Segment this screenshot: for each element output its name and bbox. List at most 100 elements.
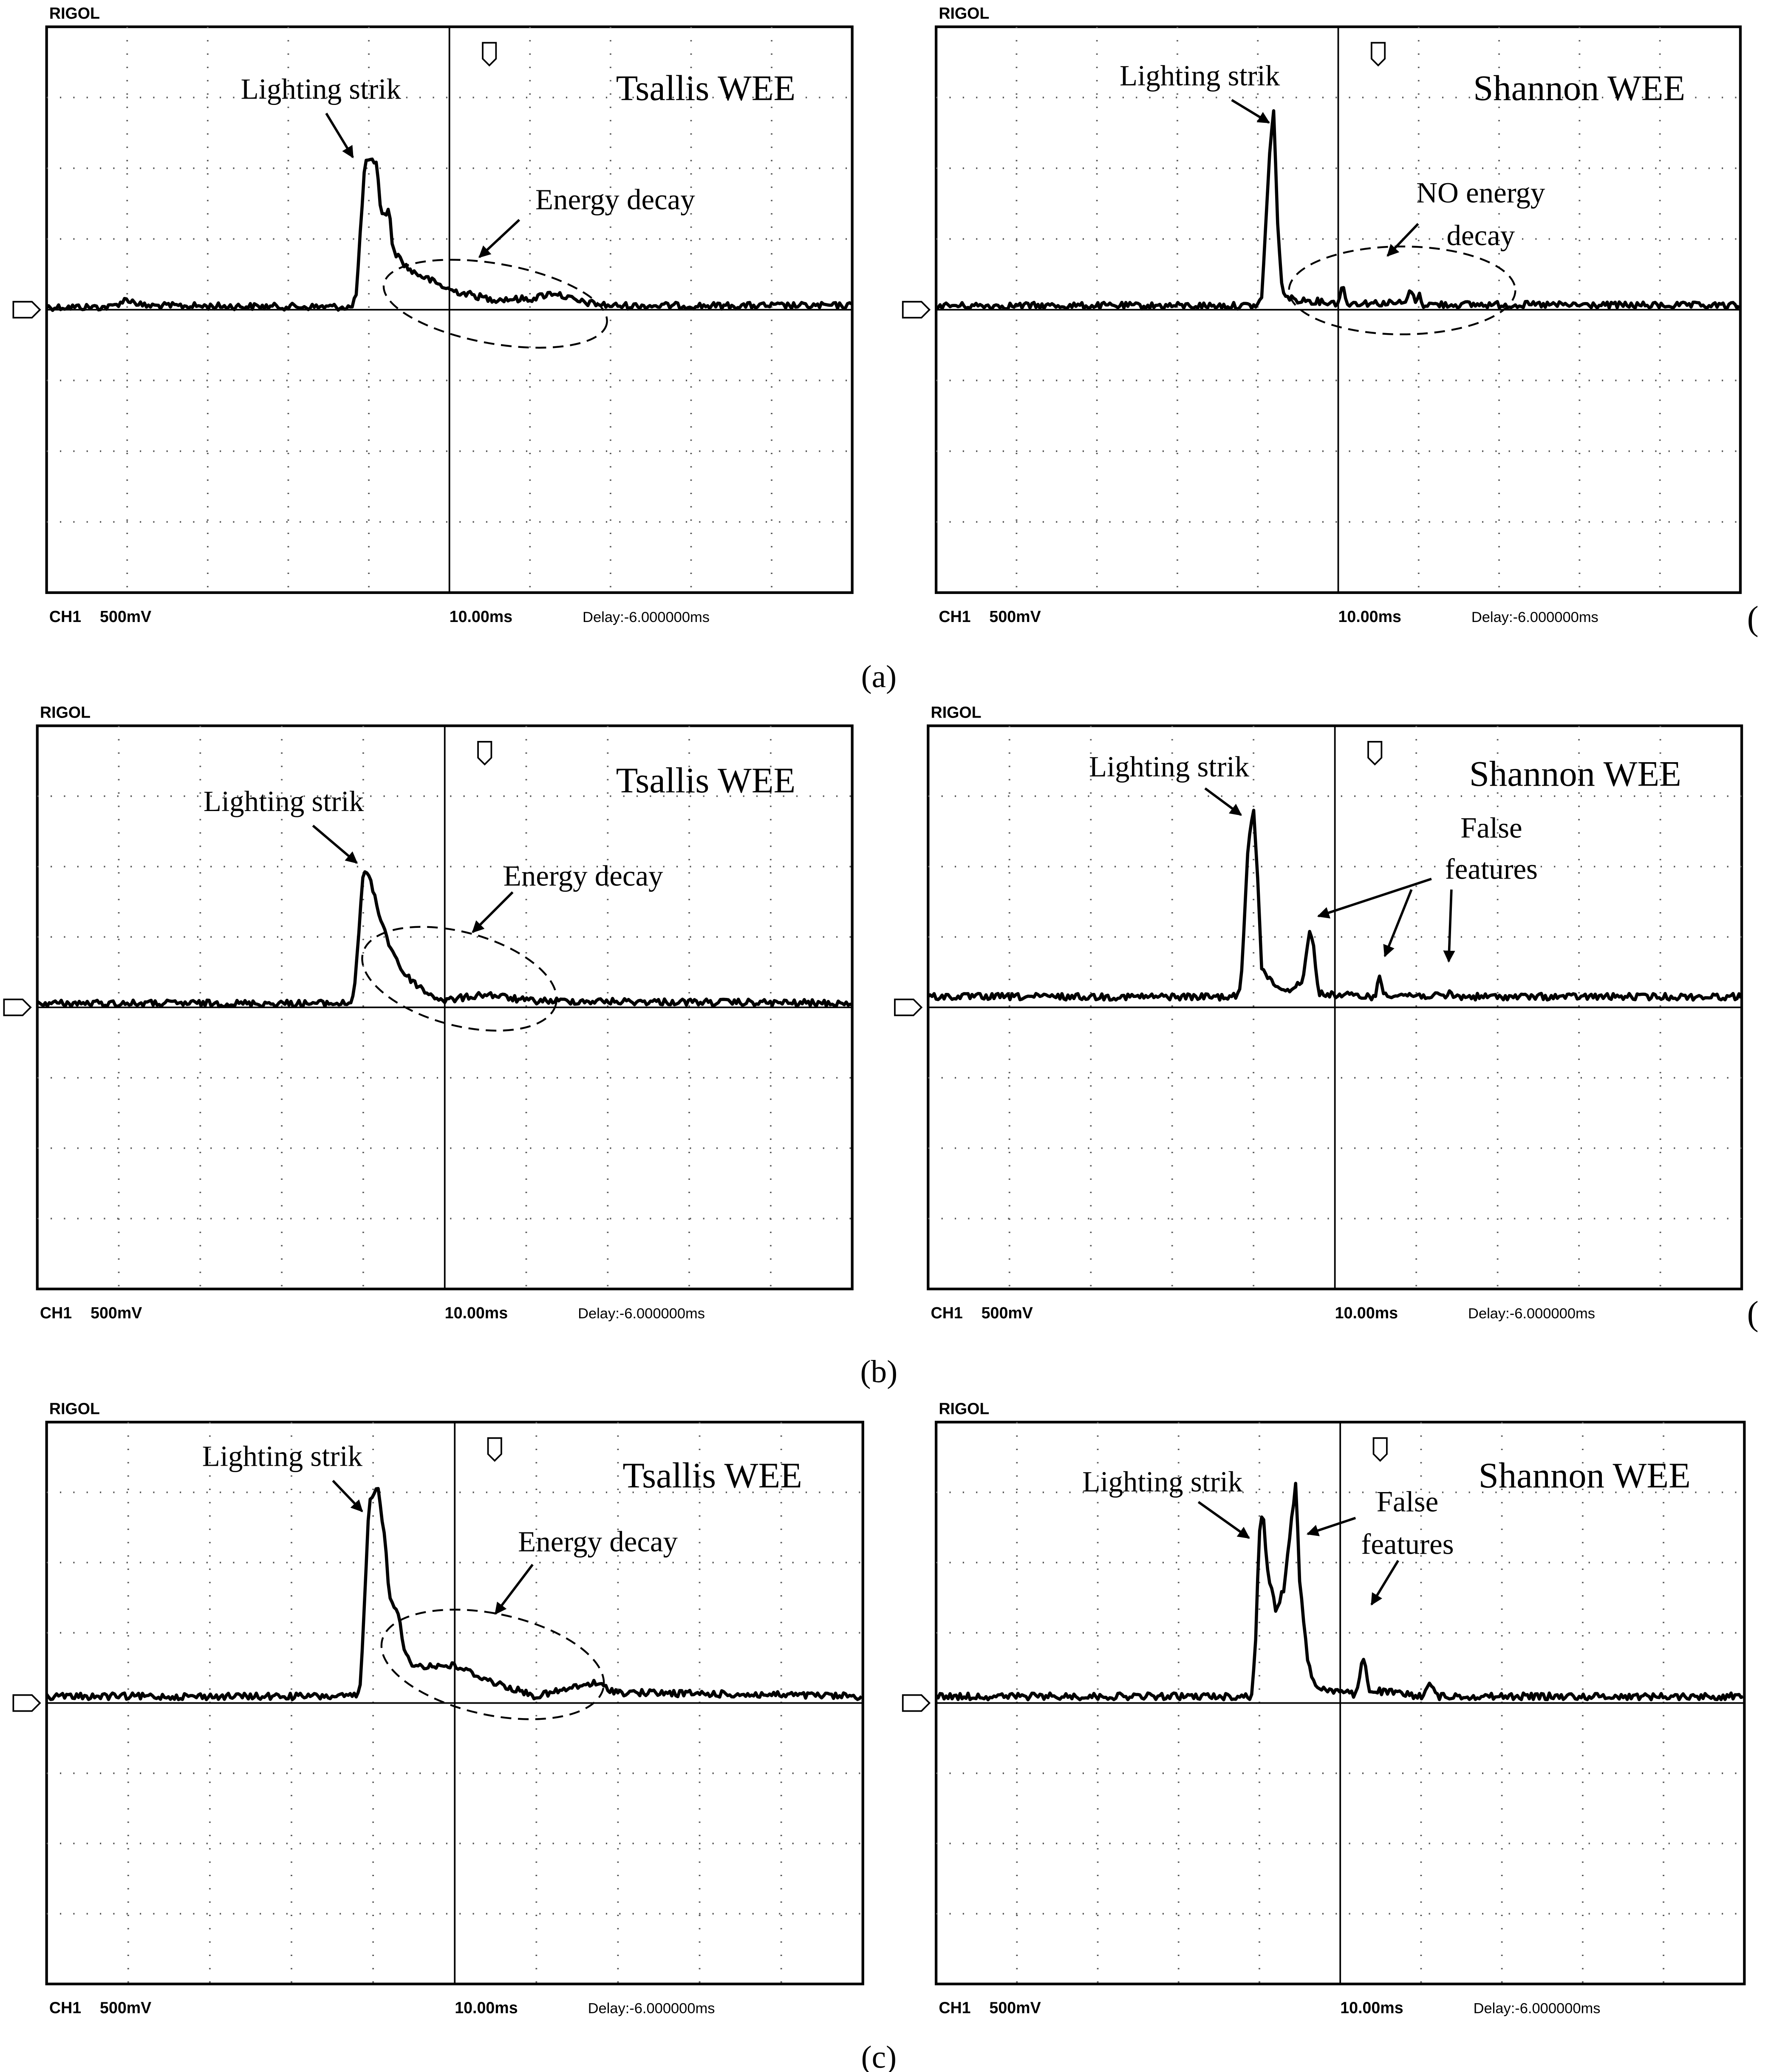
caption: (c) — [861, 2040, 897, 2072]
waveform — [45, 157, 852, 312]
scope-panel: RIGOL CH1 500mV 10.00ms Delay:-6.000000ms Sha… — [902, 1400, 1746, 2017]
delay-label: Delay:-6.000000ms — [1474, 2001, 1601, 2017]
scale-label: 500mV — [982, 1304, 1033, 1322]
channel-label: CH1 — [40, 1304, 72, 1322]
annotation: features — [1445, 853, 1538, 885]
ground-marker — [12, 1694, 41, 1712]
dashed-ellipse — [382, 259, 608, 349]
waveform — [927, 808, 1743, 1002]
timebase-label: 10.00ms — [450, 608, 512, 625]
channel-label: CH1 — [49, 608, 81, 625]
waveform — [935, 1481, 1744, 1702]
scale-label: 500mV — [989, 1999, 1041, 2017]
annotation: Lighting strik — [202, 1440, 363, 1473]
scope-panel: RIGOL CH1 500mV 10.00ms Delay:-6.000000ms Sha… — [894, 704, 1743, 1322]
panel-title: Tsallis WEE — [622, 1456, 802, 1495]
dashed-ellipse — [1288, 245, 1516, 336]
ground-marker — [902, 1694, 931, 1712]
annotation: Energy decay — [504, 859, 663, 892]
delay-label: Delay:-6.000000ms — [588, 2001, 715, 2017]
brand-label: RIGOL — [931, 704, 982, 721]
channel-label: CH1 — [939, 608, 970, 625]
arrow — [332, 1480, 363, 1512]
arrow — [312, 825, 358, 864]
ground-marker — [894, 998, 923, 1016]
arrow — [1370, 1560, 1399, 1606]
scope-panel: RIGOL CH1 500mV 10.00ms Delay:-6.000000ms Tsa… — [12, 1400, 864, 2017]
annotation: Energy decay — [518, 1525, 678, 1558]
brand-label: RIGOL — [49, 4, 100, 22]
annotation: NO energy — [1416, 177, 1545, 209]
panel-title: Shannon WEE — [1473, 68, 1685, 108]
trigger-marker — [1367, 741, 1383, 766]
scale-label: 500mV — [100, 1999, 151, 2017]
arrow — [1204, 787, 1242, 816]
caption: (a) — [861, 659, 897, 694]
edge-mark: ( — [1747, 1294, 1759, 1333]
annotation: Lighting strik — [241, 73, 402, 105]
annotation: False — [1460, 812, 1522, 844]
caption: (b) — [860, 1354, 897, 1389]
annotation: Lighting strik — [1089, 750, 1250, 783]
annotation: Lighting strik — [1120, 59, 1280, 92]
annotation: Lighting strik — [204, 785, 364, 817]
brand-label: RIGOL — [49, 1400, 100, 1418]
waveform — [45, 1487, 863, 1702]
trigger-marker — [477, 741, 492, 766]
arrow — [472, 891, 514, 933]
ground-marker — [902, 301, 931, 319]
scale-label: 500mV — [100, 608, 151, 625]
arrow — [325, 113, 354, 158]
arrow — [1386, 223, 1419, 257]
scale-label: 500mV — [91, 1304, 142, 1322]
panel-title: Tsallis WEE — [616, 761, 796, 800]
ground-marker — [12, 301, 41, 319]
delay-label: Delay:-6.000000ms — [1468, 1306, 1595, 1322]
scope-panel: RIGOL CH1 500mV 10.00ms Delay:-6.000000ms Sha… — [902, 4, 1742, 625]
delay-label: Delay:-6.000000ms — [583, 609, 710, 625]
waveform — [935, 109, 1740, 311]
timebase-label: 10.00ms — [1340, 1999, 1403, 2017]
waveform — [36, 870, 853, 1009]
scale-label: 500mV — [989, 608, 1041, 625]
brand-label: RIGOL — [939, 4, 989, 22]
annotation: Lighting strik — [1082, 1465, 1243, 1498]
trigger-marker — [1370, 42, 1386, 67]
timebase-label: 10.00ms — [445, 1304, 508, 1322]
ground-marker — [3, 998, 32, 1016]
timebase-label: 10.00ms — [1335, 1304, 1398, 1322]
brand-label: RIGOL — [939, 1400, 989, 1418]
scope-panel: RIGOL CH1 500mV 10.00ms Delay:-6.000000ms Tsa… — [3, 704, 854, 1322]
channel-label: CH1 — [931, 1304, 963, 1322]
arrow — [1383, 889, 1413, 958]
annotation: decay — [1446, 219, 1515, 252]
arrow — [1197, 1501, 1250, 1539]
delay-label: Delay:-6.000000ms — [578, 1306, 705, 1322]
timebase-label: 10.00ms — [1338, 608, 1401, 625]
arrow — [1443, 889, 1455, 963]
channel-label: CH1 — [49, 1999, 81, 2017]
annotation: features — [1361, 1528, 1454, 1560]
panel-title: Shannon WEE — [1469, 754, 1681, 794]
panel-title: Shannon WEE — [1479, 1456, 1691, 1495]
trigger-marker — [487, 1437, 502, 1462]
arrow — [1317, 878, 1432, 919]
arrow — [1306, 1517, 1356, 1536]
dashed-ellipse — [380, 1608, 605, 1720]
scope-panel: RIGOL CH1 500mV 10.00ms Delay:-6.000000ms Tsa… — [12, 4, 854, 625]
annotation: False — [1377, 1485, 1439, 1518]
annotation: Energy decay — [535, 183, 695, 215]
arrow — [494, 1563, 534, 1615]
edge-mark: ( — [1747, 599, 1759, 638]
panel-title: Tsallis WEE — [616, 68, 796, 108]
brand-label: RIGOL — [40, 704, 91, 721]
arrow — [1231, 99, 1270, 124]
channel-label: CH1 — [939, 1999, 970, 2017]
dashed-ellipse — [361, 926, 558, 1032]
timebase-label: 10.00ms — [455, 1999, 518, 2017]
trigger-marker — [1372, 1437, 1388, 1462]
trigger-marker — [482, 42, 497, 67]
arrow — [478, 219, 521, 258]
